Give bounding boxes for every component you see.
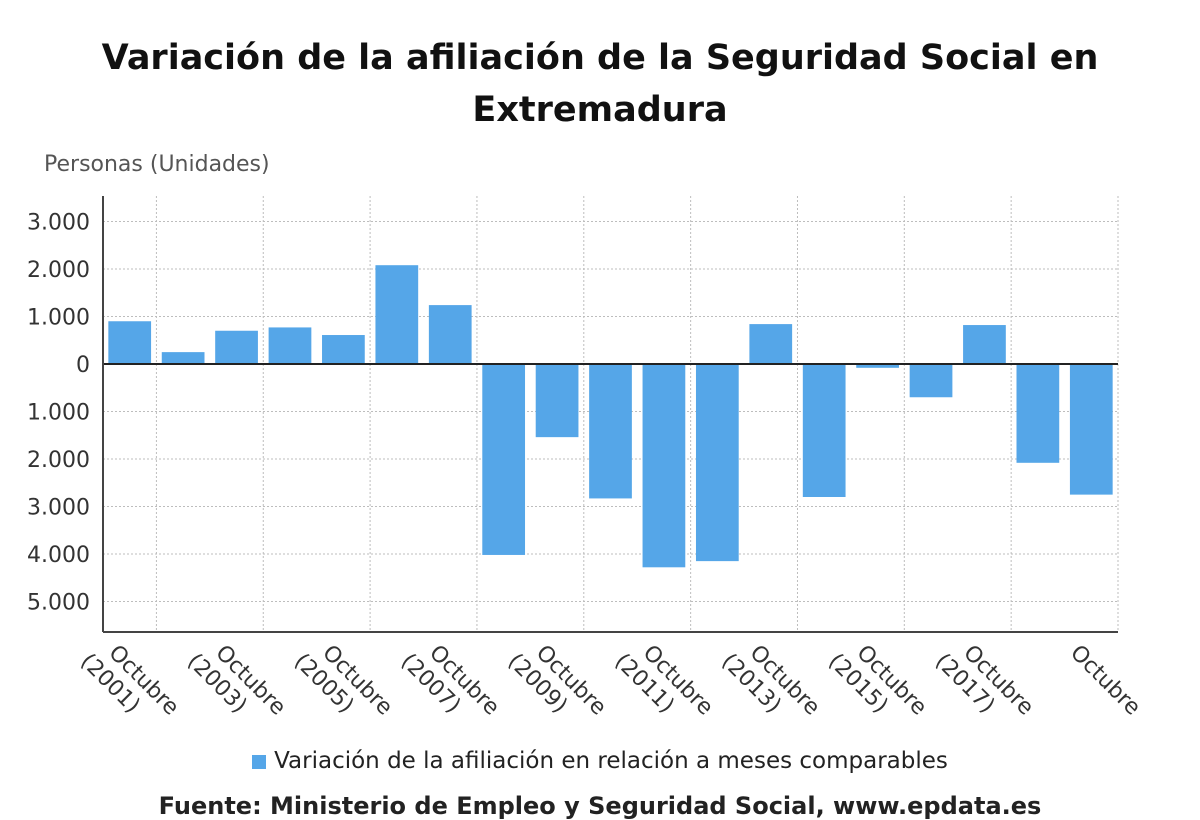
y-axis-label: Personas (Unidades) (44, 152, 270, 177)
bar (642, 364, 686, 568)
x-tick-label: Octubre(2011) (609, 631, 717, 739)
bar-chart: 3.000 2.000 1.000 0 1.000 2.000 3.000 4.000 5.00… (27, 196, 1145, 739)
bar (749, 324, 793, 364)
x-tick-label: Octubre(2009) (503, 631, 611, 739)
bar (268, 327, 312, 364)
x-tick-label: Octubre(2001) (75, 631, 183, 739)
bar (963, 325, 1006, 364)
bar (375, 265, 419, 364)
bar (482, 364, 526, 555)
bar (535, 364, 579, 438)
y-tick-label: 1.000 (27, 306, 90, 331)
bar (322, 335, 365, 364)
bar (161, 352, 205, 364)
bar (589, 364, 632, 499)
x-tick-label: Octubre (1065, 640, 1145, 720)
chart-title-line-1: Variación de la afiliación de la Segurid… (101, 38, 1099, 78)
y-tick-label: 4.000 (27, 543, 90, 568)
x-tick-label: Octubre(2013) (716, 631, 824, 739)
y-tick-label: 2.000 (27, 258, 90, 283)
bar (802, 364, 846, 497)
y-tick-label: 3.000 (27, 211, 90, 236)
legend-label: Variación de la afiliación en relación a… (274, 748, 948, 774)
bar (695, 364, 739, 562)
source-note: Fuente: Ministerio de Empleo y Seguridad… (158, 792, 1042, 820)
bar (1069, 364, 1113, 495)
legend: Variación de la afiliación en relación a… (0, 748, 1200, 774)
x-tick-label: Octubre(2007) (396, 631, 504, 739)
y-tick-label: 0 (76, 353, 90, 378)
bar (215, 330, 258, 364)
x-tick-label: Octubre(2017) (930, 631, 1038, 739)
x-tick-label: Octubre(2003) (182, 631, 290, 739)
y-tick-label: 5.000 (27, 591, 90, 616)
bar (1016, 364, 1060, 463)
y-tick-label: 2.000 (27, 448, 90, 473)
legend-swatch (252, 755, 267, 769)
chart-title: Variación de la afiliación de la Segurid… (0, 32, 1200, 136)
x-tick-label: Octubre(2005) (289, 631, 397, 739)
y-tick-label: 1.000 (27, 401, 90, 426)
bar (428, 305, 472, 364)
bar (856, 364, 899, 368)
bar (909, 364, 953, 398)
bar (108, 321, 152, 364)
y-tick-label: 3.000 (27, 496, 90, 521)
x-tick-label: Octubre(2015) (823, 631, 931, 739)
chart-title-line-2: Extremadura (472, 90, 728, 130)
